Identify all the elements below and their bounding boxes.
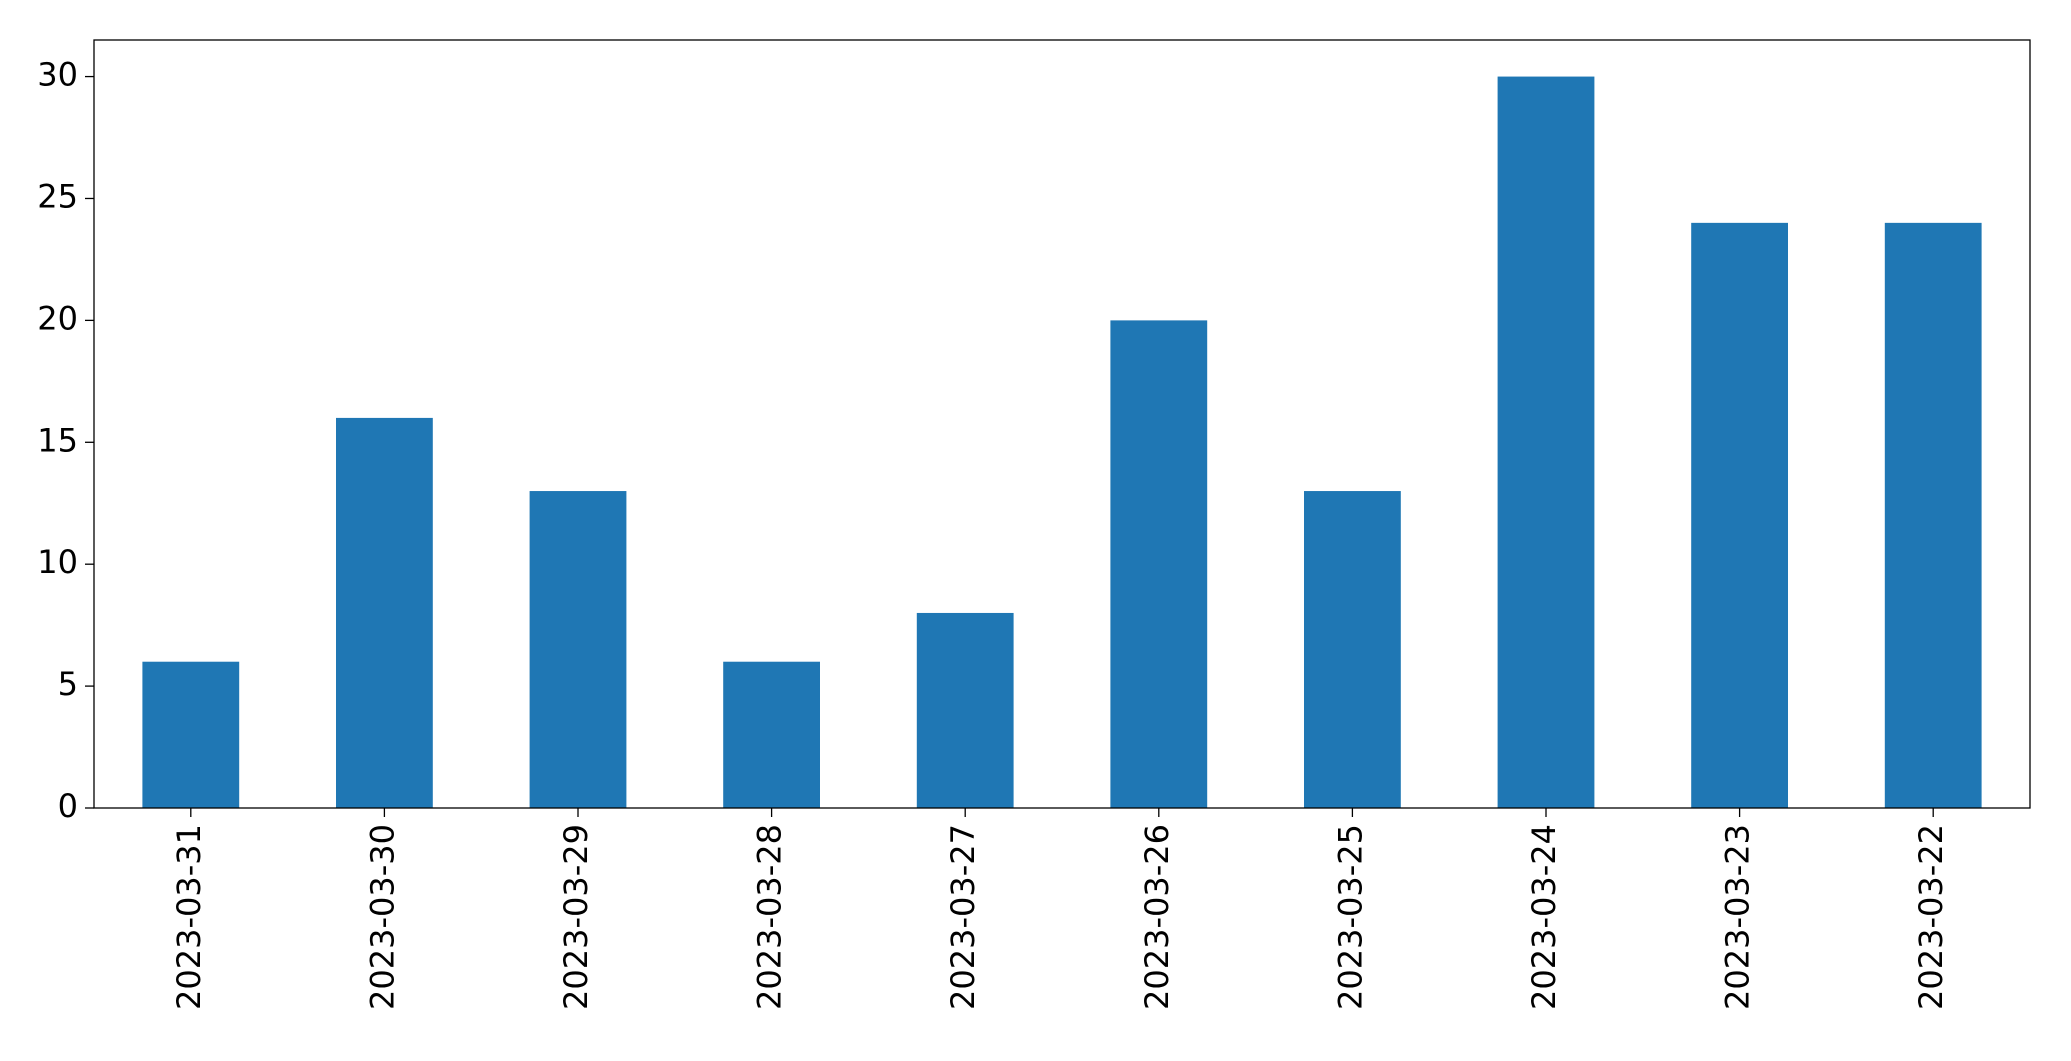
bar (916, 612, 1014, 808)
bar (1304, 491, 1401, 808)
bar (529, 491, 627, 808)
y-tick-label: 30 (37, 56, 78, 94)
bar (1691, 222, 1788, 808)
bar (142, 661, 240, 808)
y-tick-label: 5 (58, 665, 78, 703)
x-tick-label: 2023-03-27 (944, 824, 982, 1010)
x-tick-label: 2023-03-26 (1138, 824, 1176, 1010)
plot-frame (93, 39, 2031, 809)
bar (723, 661, 820, 808)
x-tick-label: 2023-03-30 (363, 824, 401, 1010)
bar (1497, 76, 1595, 809)
x-tick-label: 2023-03-23 (1719, 824, 1757, 1010)
x-tick-label: 2023-03-29 (557, 824, 595, 1010)
x-tick-label: 2023-03-28 (751, 824, 789, 1010)
bar (336, 417, 433, 808)
x-tick-label: 2023-03-22 (1912, 824, 1950, 1010)
y-tick-label: 25 (37, 177, 78, 215)
x-tick-label: 2023-03-31 (170, 824, 208, 1010)
y-tick-label: 10 (37, 543, 78, 581)
bar (1110, 320, 1208, 808)
y-tick-label: 0 (58, 787, 78, 825)
y-tick-label: 20 (37, 299, 78, 337)
x-tick-label: 2023-03-24 (1525, 824, 1563, 1010)
bar (1884, 222, 1982, 808)
x-tick-label: 2023-03-25 (1331, 824, 1369, 1010)
y-tick-label: 15 (37, 421, 78, 459)
